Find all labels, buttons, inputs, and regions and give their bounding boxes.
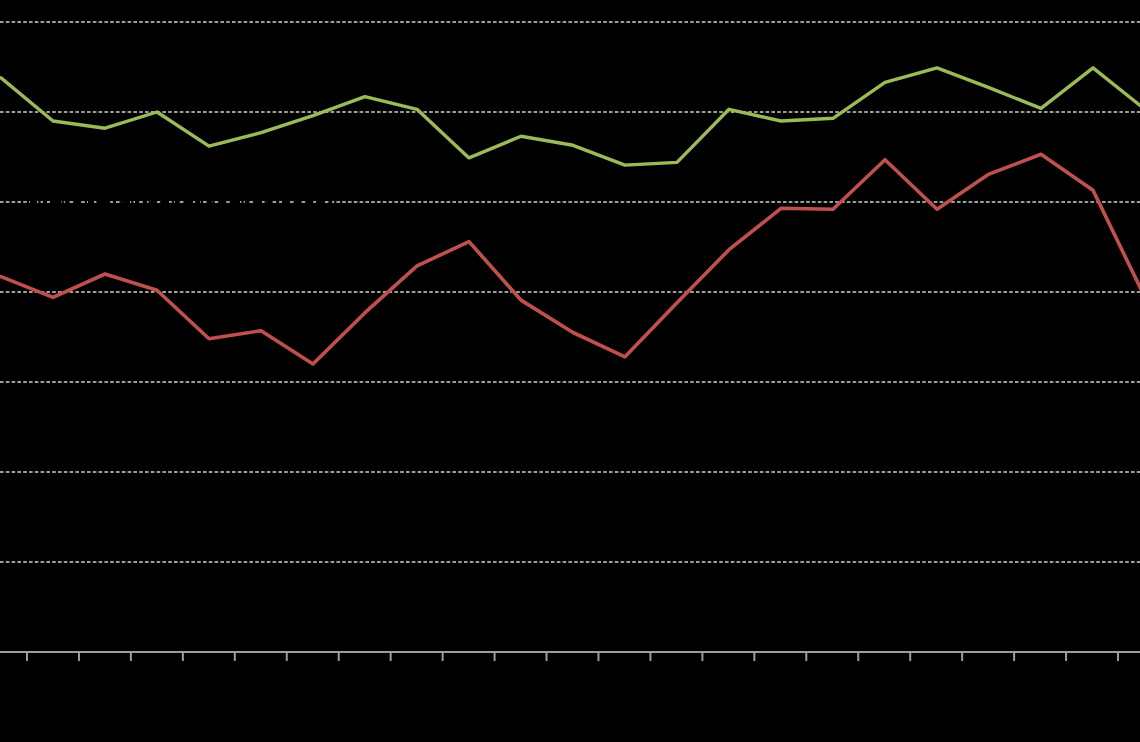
line-chart [0,0,1140,742]
series-line-red [1,154,1140,364]
series-line-green [1,68,1140,165]
chart-canvas [0,0,1140,742]
